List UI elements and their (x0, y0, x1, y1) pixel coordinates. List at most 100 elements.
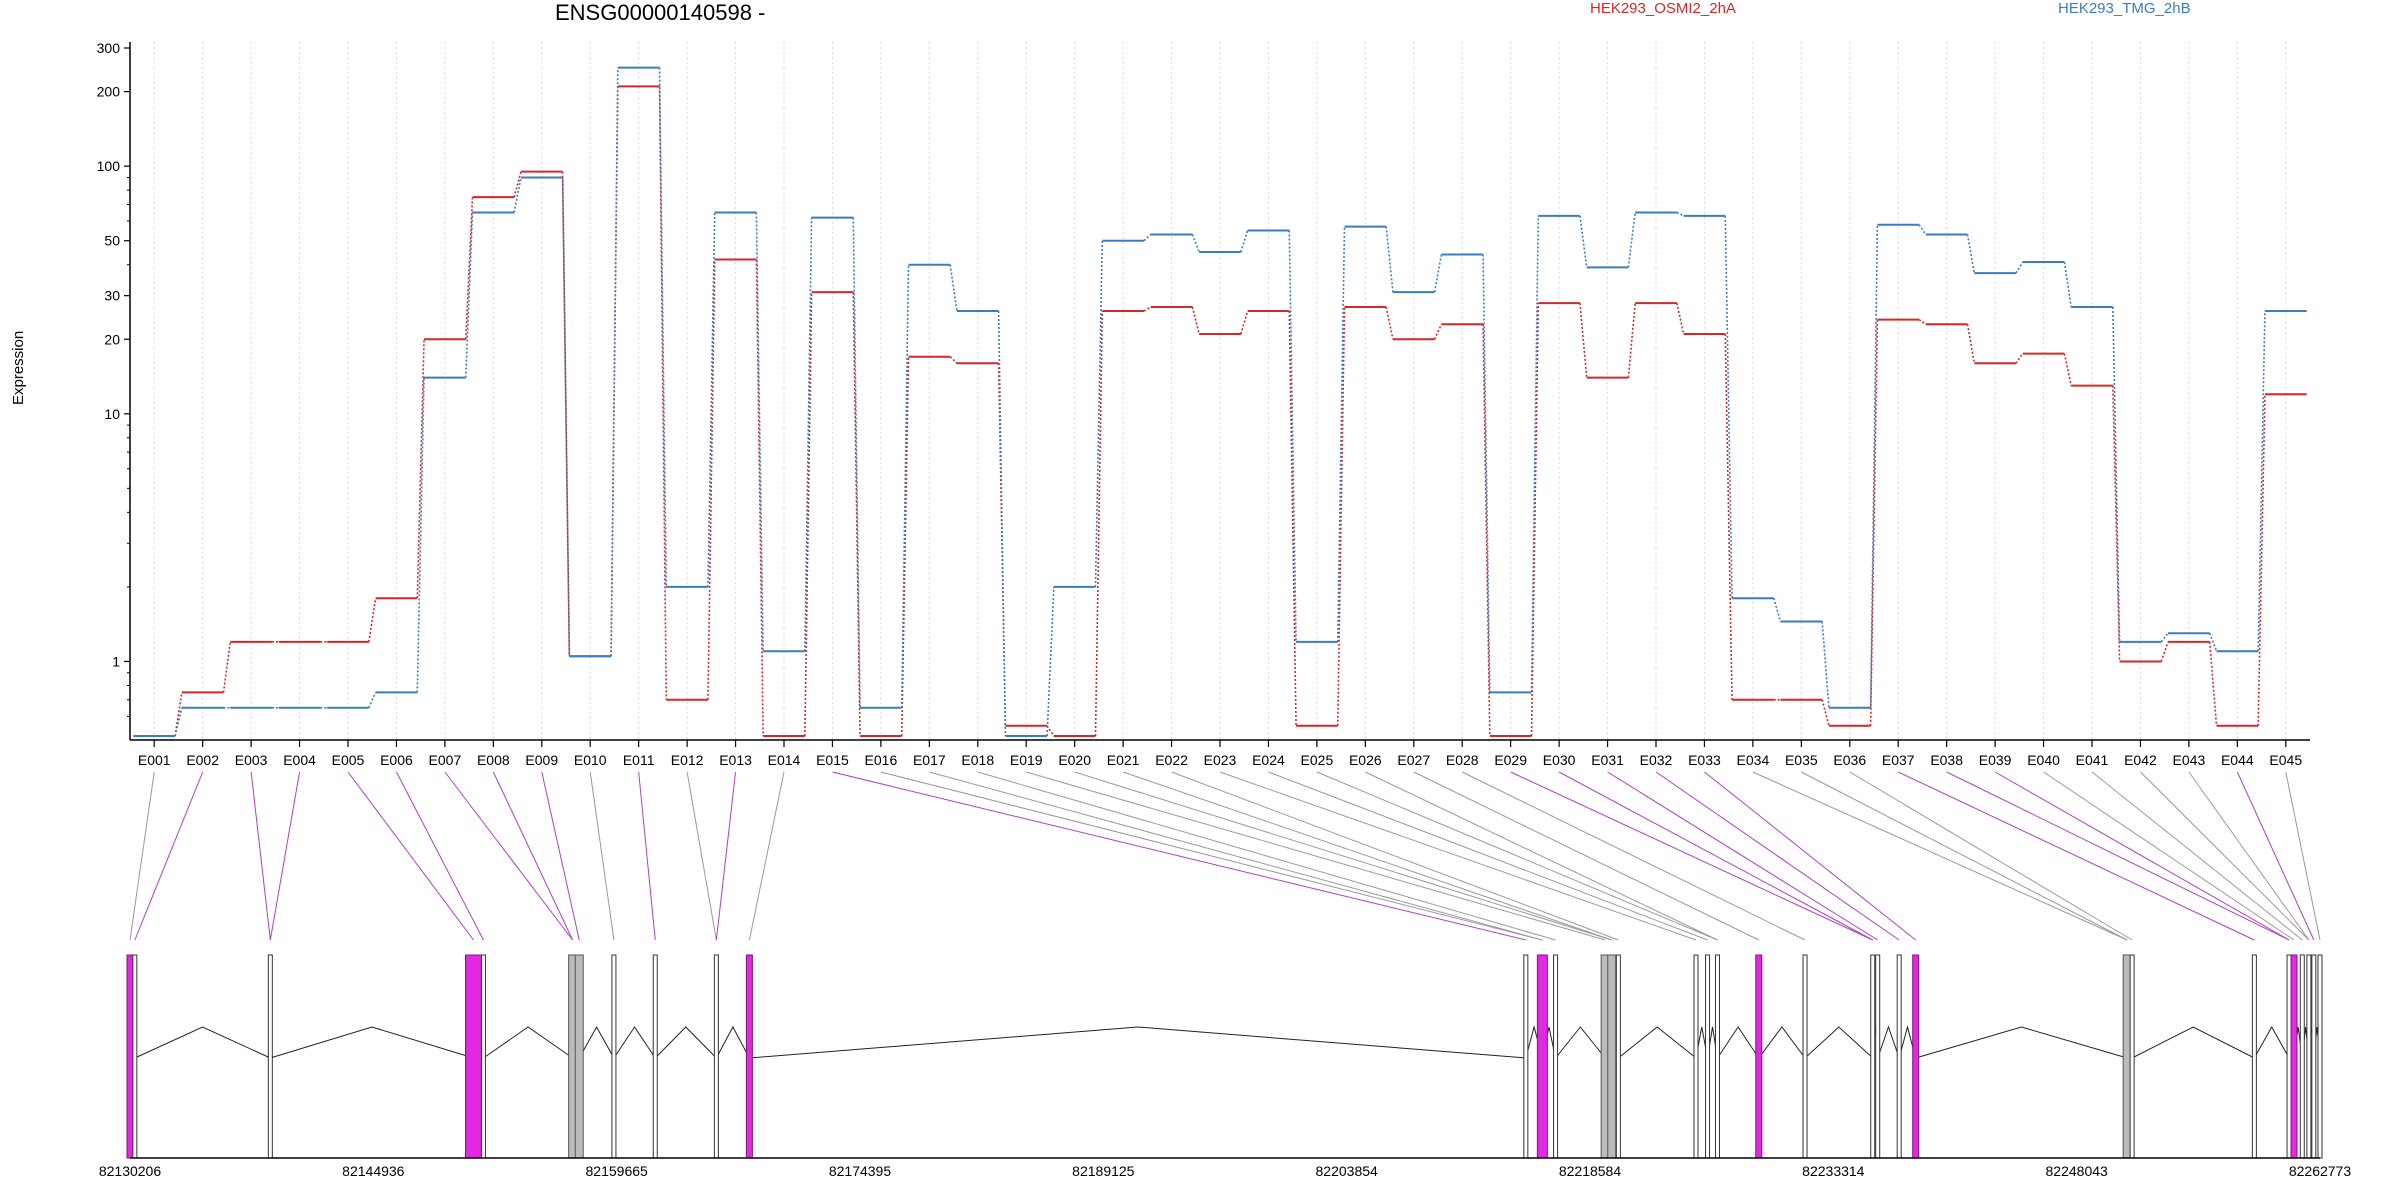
intron (1915, 1026, 2128, 1059)
series-connector (416, 339, 425, 599)
x-tick-label: E026 (1349, 752, 1382, 768)
series-connector (1385, 226, 1394, 293)
exon-connector (2043, 771, 2295, 941)
series-connector (1143, 306, 1152, 312)
x-tick-label: E009 (525, 752, 558, 768)
x-tick-label: E023 (1204, 752, 1237, 768)
x-tick-label: E032 (1640, 752, 1673, 768)
series-connector (658, 67, 668, 587)
series-connector (1579, 302, 1588, 378)
exon-block (1705, 954, 1711, 1159)
grid-lines (153, 42, 2287, 740)
series-connector (1240, 230, 1249, 253)
exon-connector (1849, 771, 2133, 941)
exon-block (1912, 954, 1920, 1159)
series-connector (658, 86, 668, 700)
series-connector (1143, 233, 1152, 242)
exon-connector (347, 771, 474, 941)
exon-connector (880, 771, 1543, 941)
series-connector (2063, 353, 2072, 386)
x-tick-label: E007 (429, 752, 462, 768)
exon-connector (1026, 771, 1606, 941)
exon-connector (1413, 771, 1759, 941)
series-connector (1482, 324, 1491, 737)
exon-connector (1898, 771, 2255, 941)
series-connector (1676, 211, 1684, 217)
exon-block (1615, 954, 1621, 1159)
x-tick-label: E018 (961, 752, 994, 768)
legend-series-1: HEK293_OSMI2_2hA (1590, 0, 1736, 17)
x-tick-label: E013 (719, 752, 752, 768)
genome-coordinate-label: 82218584 (1559, 1163, 1622, 1179)
x-tick-label: E030 (1543, 752, 1576, 768)
series-connector (1288, 311, 1297, 726)
series-connector (1336, 226, 1346, 642)
series-connector (174, 692, 183, 737)
y-tick-label: 300 (97, 40, 121, 56)
series-connector (222, 641, 232, 693)
series-connector (852, 217, 861, 708)
series-connector (707, 212, 716, 587)
exon-block (652, 954, 658, 1159)
x-tick-label: E020 (1058, 752, 1091, 768)
exon-block (132, 954, 138, 1159)
series-connector (1336, 306, 1346, 726)
genome-coordinates: 82130206 82144936 82159665 82174395 82189125… (99, 1163, 2352, 1179)
series-connector (1627, 302, 1636, 378)
series-connector (1627, 212, 1636, 268)
series-connector (464, 212, 474, 378)
exon-block (1755, 954, 1763, 1159)
exon-connector (134, 771, 204, 941)
exon-connector (269, 771, 301, 941)
intron (1717, 1026, 1760, 1059)
intron (749, 1026, 1526, 1059)
exon-block (2290, 954, 2298, 1159)
series-connector (1433, 323, 1443, 340)
x-tick-label: E040 (2027, 752, 2060, 768)
series-2 (133, 66, 2307, 737)
x-ticks: E001 E002 E003 E004 E005 E006 E007 E008 E009 E010… (138, 740, 2302, 768)
x-tick-label: E011 (623, 752, 655, 768)
x-tick-label: E012 (671, 752, 704, 768)
exon-block (267, 954, 273, 1159)
exon-connector (492, 771, 574, 941)
series-connector (2015, 261, 2024, 274)
series-connector (2063, 261, 2072, 308)
exon-block (2306, 954, 2312, 1159)
x-tick-label: E008 (477, 752, 510, 768)
exon-connector (1219, 771, 1697, 941)
series-connector (949, 264, 958, 312)
series-connector (368, 598, 377, 642)
x-tick-label: E004 (283, 752, 316, 768)
exon-block (611, 954, 617, 1159)
series-connector (1821, 621, 1830, 708)
introns (129, 1025, 2321, 1059)
exon-connector (929, 771, 1543, 941)
series-connector (416, 377, 425, 693)
x-tick-label: E036 (1833, 752, 1866, 768)
x-tick-label: E038 (1930, 752, 1963, 768)
x-tick-label: E022 (1155, 752, 1188, 768)
genome-coordinate-label: 82203854 (1316, 1163, 1379, 1179)
exon-connector (129, 771, 155, 941)
exon-block (2311, 954, 2317, 1159)
exon-block (2286, 954, 2292, 1159)
x-tick-label: E039 (1979, 752, 2012, 768)
series-connector (1579, 215, 1588, 268)
series-connector (1433, 254, 1443, 293)
series-connector (1918, 224, 1927, 235)
exon-connector (1801, 771, 2128, 941)
exon-connector (396, 771, 484, 941)
exon-connector (589, 771, 615, 941)
intron (134, 1026, 271, 1059)
series-connector (1724, 333, 1733, 700)
exon-block (1714, 954, 1720, 1159)
series-connector (949, 356, 958, 364)
exon-block (2299, 954, 2305, 1159)
x-tick-label: E024 (1252, 752, 1285, 768)
intron (1618, 1026, 1697, 1059)
exon-block (1553, 954, 1559, 1159)
series-connector (900, 356, 910, 737)
exon-block (1693, 954, 1699, 1159)
series-connector (1046, 586, 1055, 737)
